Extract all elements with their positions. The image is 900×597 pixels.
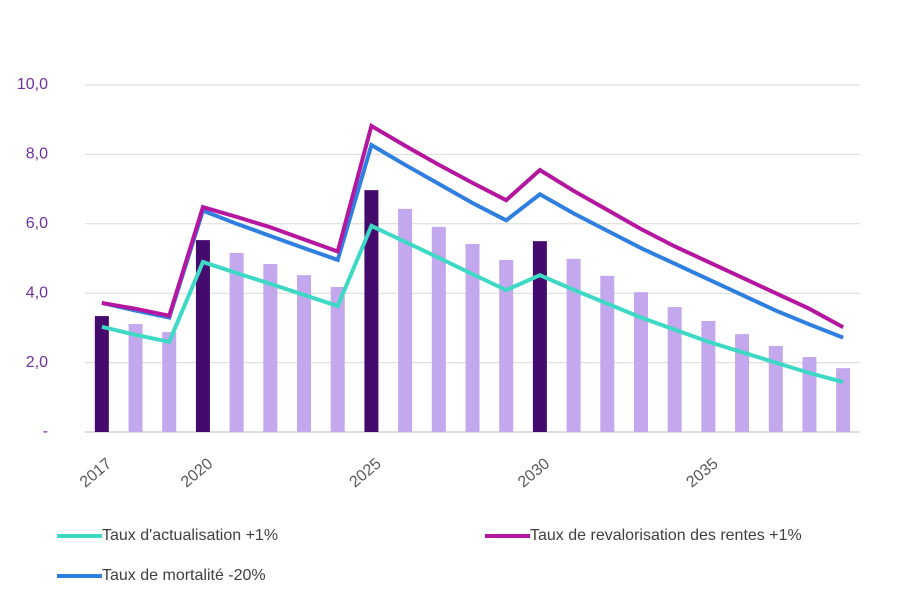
bar [398, 208, 413, 432]
x-tick-label: 2035 [683, 455, 721, 491]
bar [701, 320, 716, 432]
x-tick-label: 2017 [77, 455, 115, 491]
bar [94, 316, 109, 432]
line [101, 122, 845, 329]
line [101, 142, 844, 340]
bar [768, 345, 783, 432]
bar [499, 259, 514, 432]
legend-label: Taux de revalorisation des rentes +1% [530, 527, 802, 544]
bar [532, 241, 547, 432]
y-tick-label: 10,0 [17, 76, 48, 93]
bar [162, 332, 177, 432]
bar [633, 292, 648, 432]
y-tick-label: - [43, 423, 48, 440]
bar [297, 275, 312, 432]
bar [364, 190, 379, 432]
y-tick-label: 8,0 [26, 146, 48, 163]
x-tick-label: 2030 [515, 455, 553, 491]
bar [128, 324, 143, 432]
bar [667, 307, 682, 432]
x-tick-label: 2025 [347, 455, 385, 491]
bar [600, 275, 615, 432]
bar [229, 252, 244, 432]
bar [195, 240, 210, 432]
bar [465, 243, 480, 432]
bar [263, 264, 278, 432]
x-tick-label: 2020 [178, 455, 216, 491]
bar [802, 357, 817, 432]
bar [330, 286, 345, 432]
bar [431, 226, 446, 432]
y-tick-label: 2,0 [26, 354, 48, 371]
legend-label: Taux de mortalité -20% [102, 567, 266, 584]
bar [735, 334, 750, 432]
legend-label: Taux d'actualisation +1% [102, 527, 278, 544]
y-tick-label: 6,0 [26, 215, 48, 232]
bar [836, 368, 851, 432]
bar [566, 258, 581, 432]
y-tick-label: 4,0 [26, 284, 48, 301]
line [101, 223, 844, 384]
